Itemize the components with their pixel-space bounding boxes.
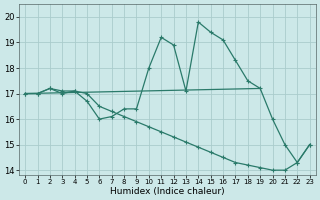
X-axis label: Humidex (Indice chaleur): Humidex (Indice chaleur) (110, 187, 225, 196)
